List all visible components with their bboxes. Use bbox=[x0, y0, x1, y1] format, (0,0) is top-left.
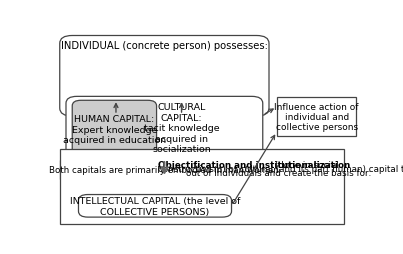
FancyBboxPatch shape bbox=[79, 195, 231, 217]
FancyBboxPatch shape bbox=[60, 36, 269, 117]
Text: HUMAN CAPITAL:
Expert knowledge
acquired in education: HUMAN CAPITAL: Expert knowledge acquired… bbox=[63, 115, 166, 145]
FancyBboxPatch shape bbox=[60, 161, 269, 179]
Text: (done in social: (done in social bbox=[272, 160, 339, 169]
Text: Both capitals are primarily embodied in man/woman: Both capitals are primarily embodied in … bbox=[50, 165, 279, 174]
FancyBboxPatch shape bbox=[72, 101, 156, 158]
FancyBboxPatch shape bbox=[60, 150, 344, 224]
Text: Objectification and institutionalization: Objectification and institutionalization bbox=[158, 160, 350, 169]
Text: INTELLECTUAL CAPITAL (the level of
COLLECTIVE PERSONS): INTELLECTUAL CAPITAL (the level of COLLE… bbox=[70, 196, 240, 216]
Text: CULTURAL
CAPITAL:
tacit knowledge
acquired in
socialization: CULTURAL CAPITAL: tacit knowledge acquir… bbox=[144, 103, 219, 153]
FancyBboxPatch shape bbox=[277, 98, 356, 136]
Text: Influence action of
individual and
collective persons: Influence action of individual and colle… bbox=[274, 102, 359, 132]
FancyBboxPatch shape bbox=[66, 97, 263, 164]
Text: INDIVIDUAL (concrete person) possesses:: INDIVIDUAL (concrete person) possesses: bbox=[61, 41, 268, 51]
Text: constructivism) of cultural (and its part human) capital take it: constructivism) of cultural (and its par… bbox=[158, 165, 403, 173]
Text: out of individuals and create the basis for:: out of individuals and create the basis … bbox=[186, 169, 372, 178]
